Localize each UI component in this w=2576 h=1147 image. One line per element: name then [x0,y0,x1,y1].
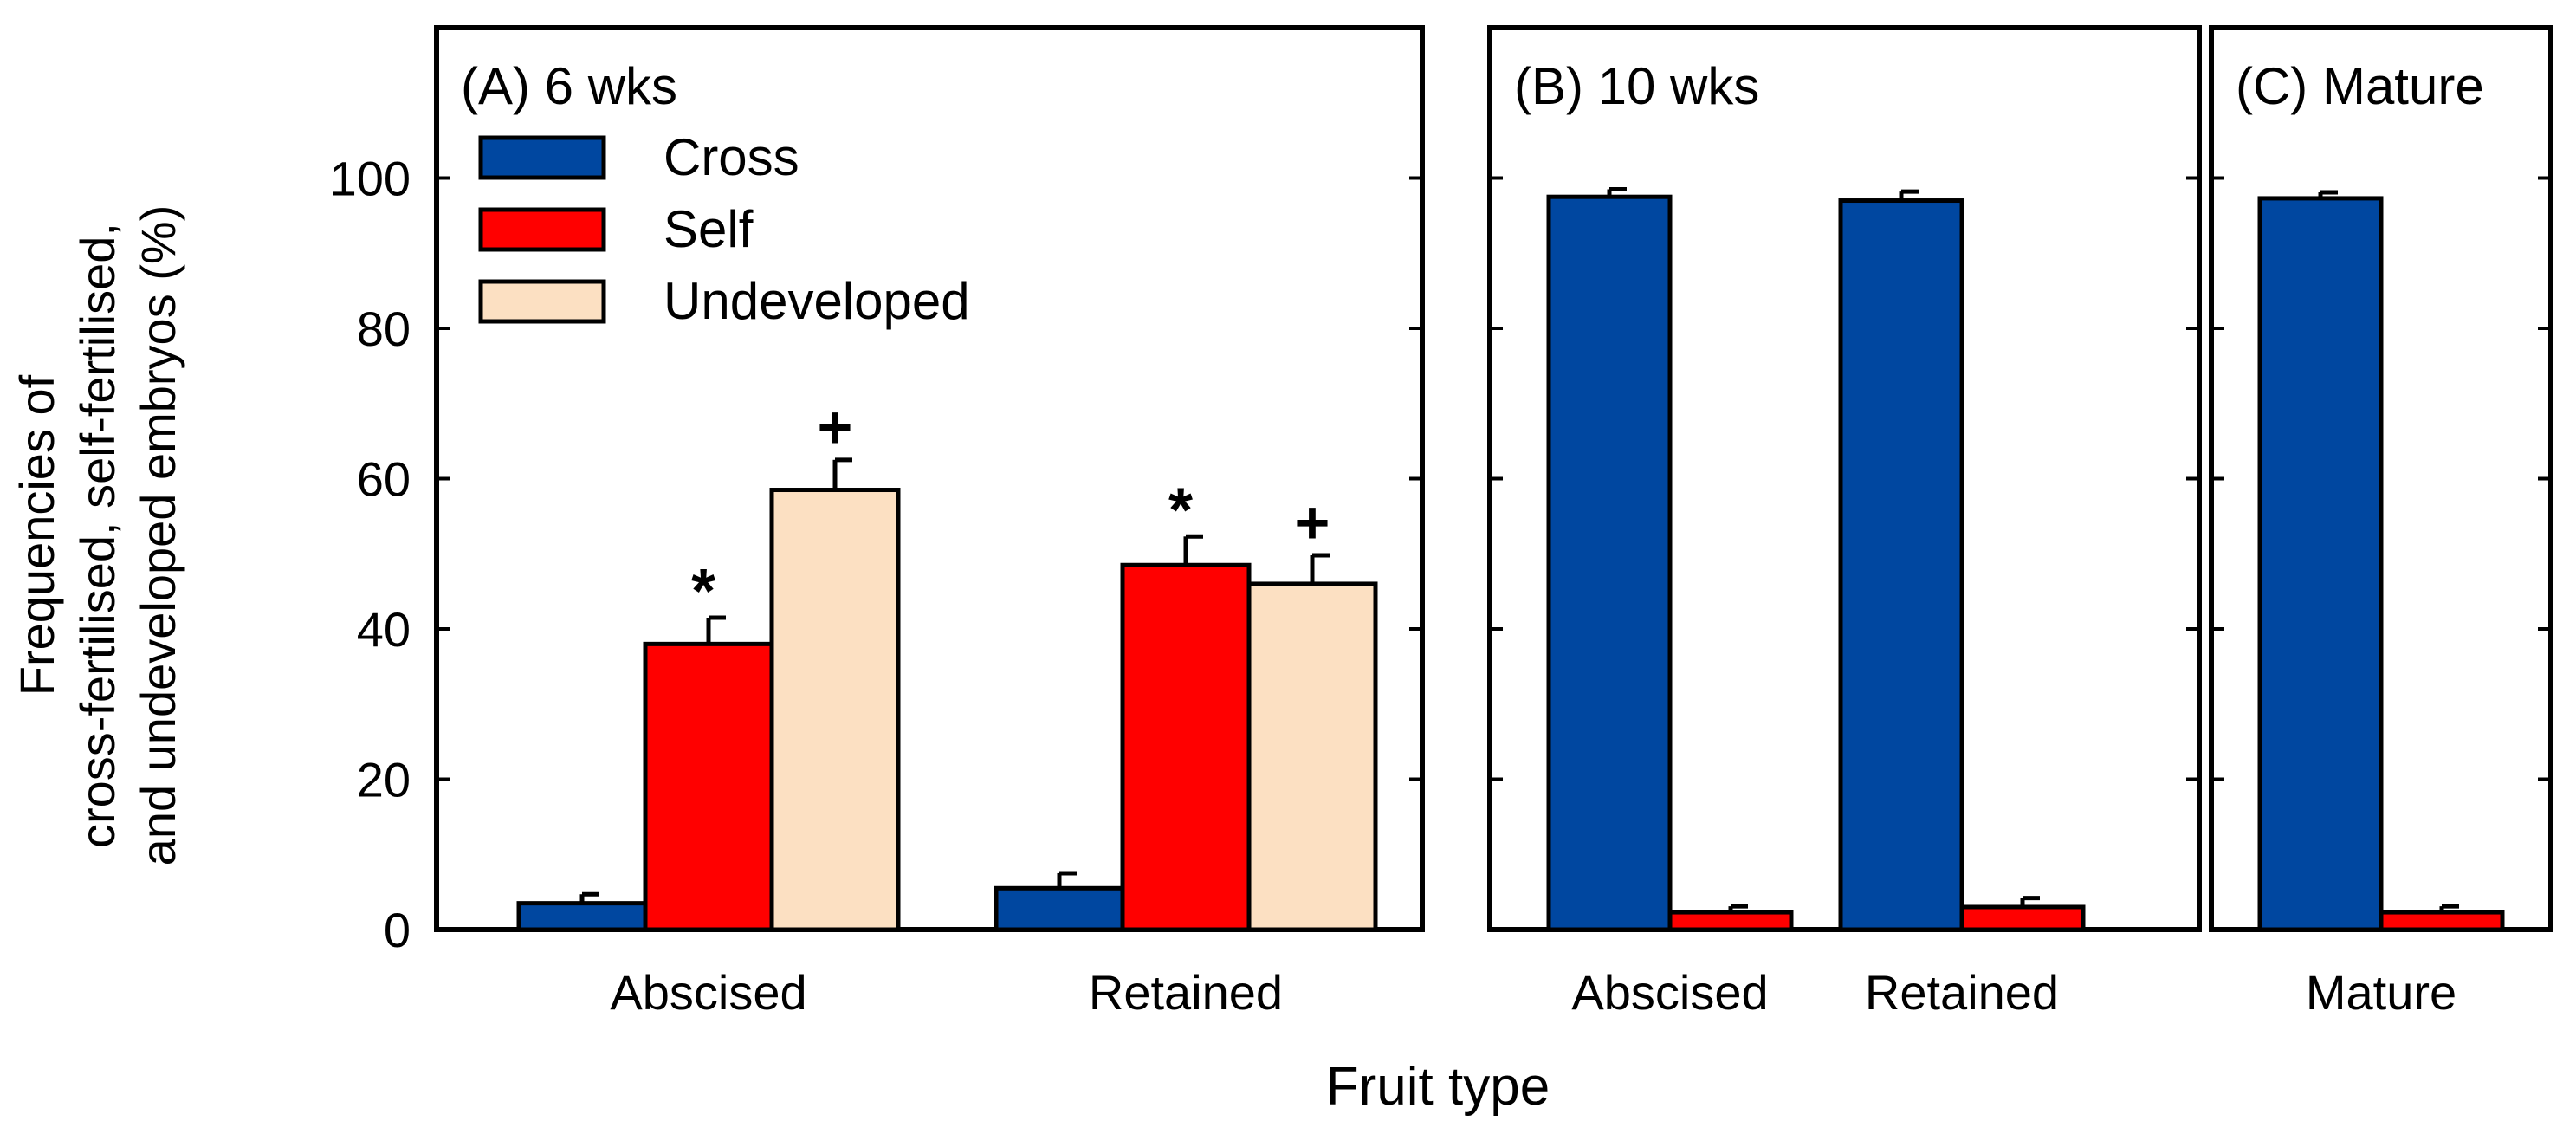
bar-self-abscised [1667,910,1794,932]
bar-self-abscised [643,641,774,932]
bar-cross-retained [1838,198,1964,932]
significance-marker: + [1295,489,1330,556]
bar-self-retained [1959,904,2086,932]
panel-1: (A) 6 wks * + Abscised * + Retained [434,25,1425,1020]
bar-undeveloped-retained [1246,581,1378,932]
significance-marker: + [818,393,853,461]
panel-label: (C) Mature [2236,57,2484,115]
panel-label: (A) 6 wks [461,57,677,115]
bar-cross-mature [2257,196,2384,932]
y-axis-label: Frequencies of cross-fertilised, self-fe… [10,205,185,866]
y-axis-label-line-2: cross-fertilised, self-fertilised, [70,223,125,848]
legend-swatch-self [478,207,606,252]
bar-cross-abscised [1546,194,1673,932]
y-tick-label: 60 [357,452,411,507]
bar-self-mature [2379,910,2505,932]
x-tick-label: Retained [1865,965,2059,1020]
panel-label: (B) 10 wks [1514,57,1759,115]
legend-swatch-undeveloped [478,279,606,324]
x-axis-label: Fruit type [1326,1057,1550,1117]
bar-cross-retained [994,885,1125,932]
panel-3: (C) Mature Mature [2209,25,2553,1020]
x-tick-label: Mature [2306,965,2456,1020]
y-axis-label-line-3: and undeveloped embryos (%) [131,205,185,866]
legend: Cross Self Undeveloped [478,128,970,330]
x-tick-label: Retained [1089,965,1283,1020]
bar-undeveloped-abscised [769,488,901,932]
y-tick-label: 80 [357,301,411,356]
bar-cross-abscised [516,901,648,932]
y-tick-label: 20 [357,753,411,807]
y-tick-label: 100 [330,152,411,206]
bar-self-retained [1120,562,1252,932]
x-tick-label: Abscised [610,965,806,1020]
y-axis-ticks: 0 20 40 60 80 100 [330,152,411,958]
legend-swatch-cross [478,135,606,180]
panel-2: (B) 10 wks Abscised Retained [1487,25,2202,1020]
y-tick-label: 0 [384,903,411,957]
legend-label-undeveloped: Undeveloped [663,272,970,330]
legend-label-self: Self [663,200,754,258]
x-tick-label: Abscised [1571,965,1768,1020]
legend-label-cross: Cross [663,128,799,186]
significance-marker: * [691,557,715,626]
y-axis-label-line-1: Frequencies of [10,374,64,696]
significance-marker: * [1168,476,1193,545]
y-tick-label: 40 [357,602,411,657]
